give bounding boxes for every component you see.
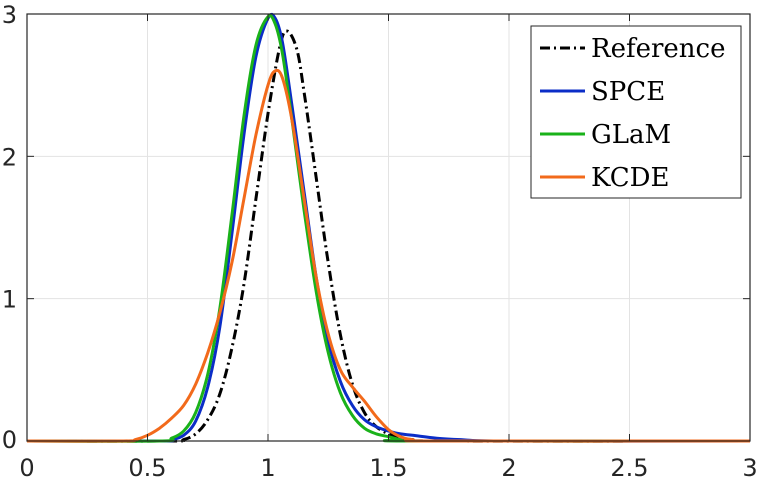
y-tick-label: 2 xyxy=(2,143,17,171)
legend-label-kcde: KCDE xyxy=(591,163,669,193)
y-tick-label: 0 xyxy=(2,426,17,454)
legend-label-reference: Reference xyxy=(591,34,725,64)
series-line-reference xyxy=(26,29,751,443)
legend-label-glam: GLaM xyxy=(591,120,671,150)
x-tick-label: 1 xyxy=(260,454,275,482)
x-tick-label: 0.5 xyxy=(128,454,166,482)
x-tick-label: 2.5 xyxy=(610,454,648,482)
x-tick-label: 2 xyxy=(501,454,516,482)
legend-label-spce: SPCE xyxy=(591,77,665,107)
legend: Reference SPCE GLaM KCDE xyxy=(530,25,742,199)
x-tick-label: 0 xyxy=(19,454,34,482)
y-tick-label: 3 xyxy=(2,1,17,29)
x-tick-label: 3 xyxy=(742,454,757,482)
series-line-kcde xyxy=(26,68,751,443)
y-tick-label: 1 xyxy=(2,286,17,314)
legend-box xyxy=(530,25,742,199)
x-tick-label: 1.5 xyxy=(369,454,407,482)
